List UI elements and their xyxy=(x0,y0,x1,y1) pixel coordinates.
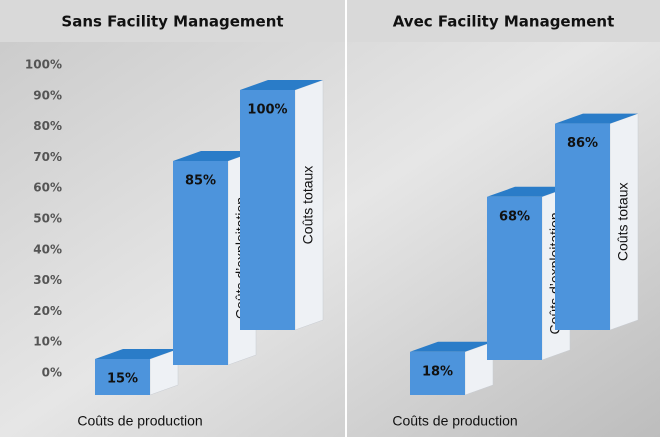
bar-front xyxy=(555,124,610,330)
category-label: Coûts de production xyxy=(392,413,517,429)
y-tick-label: 60% xyxy=(33,181,62,195)
y-tick-label: 50% xyxy=(33,212,62,226)
y-tick-label: 0% xyxy=(42,366,62,380)
value-label: 18% xyxy=(422,364,453,379)
category-label: Coûts totaux xyxy=(615,182,631,261)
chart: Sans Facility Management 0% 10% 20% 30% 40% 50… xyxy=(0,0,660,437)
y-tick-label: 80% xyxy=(33,119,62,133)
y-tick-label: 40% xyxy=(33,242,62,256)
bar-front xyxy=(173,161,228,365)
value-label: 86% xyxy=(567,136,598,151)
y-tick-label: 10% xyxy=(33,335,62,349)
value-label: 85% xyxy=(185,174,216,189)
y-tick-label: 30% xyxy=(33,273,62,287)
y-tick-label: 20% xyxy=(33,304,62,318)
y-tick-label: 70% xyxy=(33,150,62,164)
category-label: Coûts totaux xyxy=(300,166,316,245)
chart-title: Sans Facility Management xyxy=(61,13,283,31)
divider xyxy=(345,0,347,437)
y-tick-label: 100% xyxy=(25,58,62,72)
y-tick-label: 90% xyxy=(33,88,62,102)
category-label: Coûts de production xyxy=(77,413,202,429)
bar-front xyxy=(240,90,295,330)
chart-title: Avec Facility Management xyxy=(393,13,615,31)
value-label: 100% xyxy=(247,103,287,118)
value-label: 68% xyxy=(499,209,530,224)
value-label: 15% xyxy=(107,372,138,387)
